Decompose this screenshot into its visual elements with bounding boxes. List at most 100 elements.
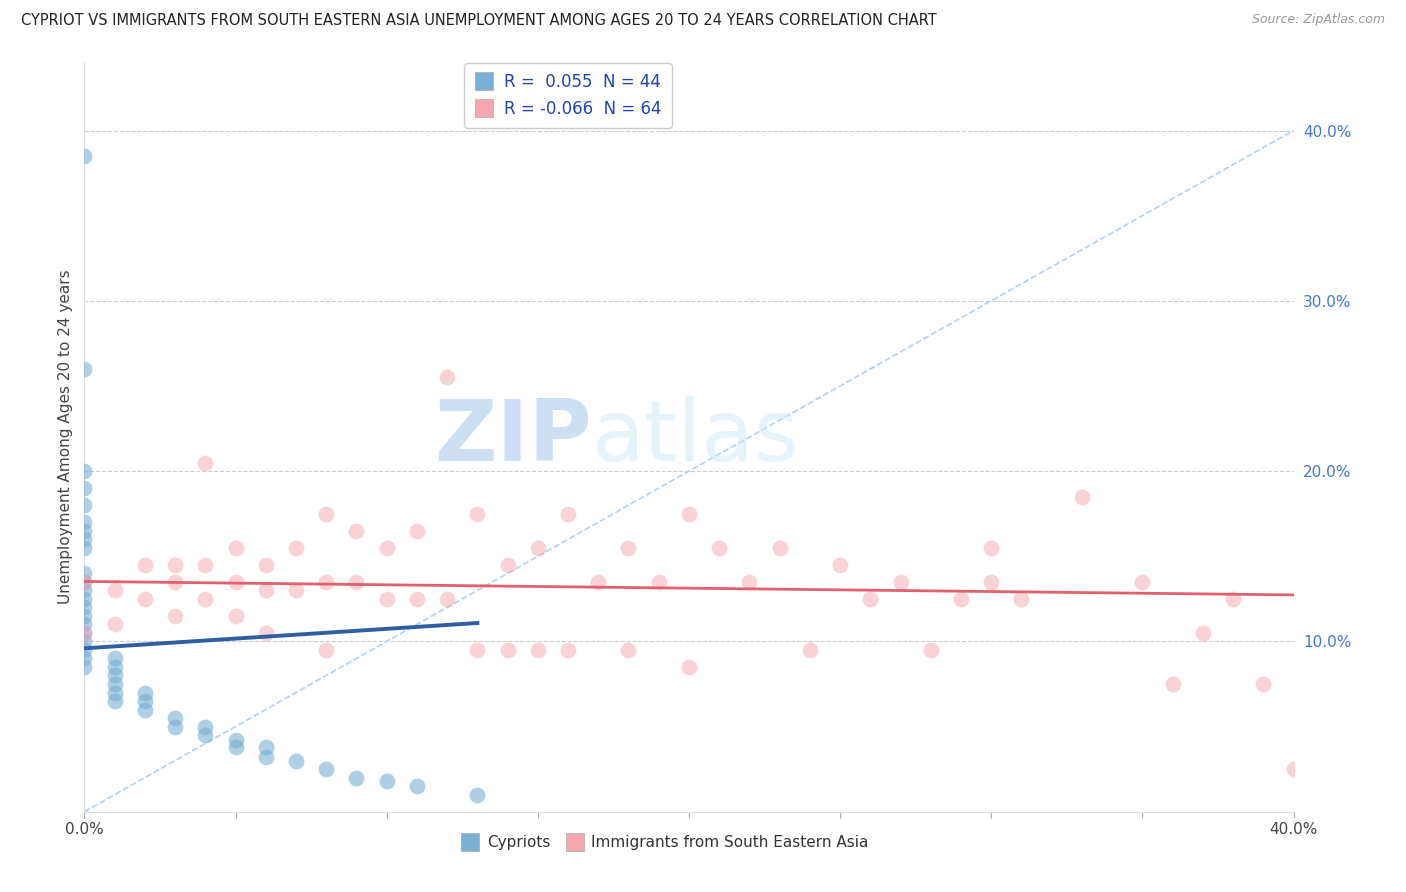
Point (617, 541, 640, 555)
Point (890, 574, 912, 589)
Point (375, 774, 398, 789)
Point (225, 733, 247, 747)
Point (73, 591, 96, 606)
Point (527, 643, 550, 657)
Point (406, 779, 429, 793)
Point (346, 771, 368, 785)
Text: atlas: atlas (592, 395, 800, 479)
Point (406, 524, 429, 538)
Point (527, 541, 550, 555)
Point (165, 711, 187, 725)
Point (73, 524, 96, 538)
Point (315, 574, 337, 589)
Point (73, 643, 96, 657)
Text: Source: ZipAtlas.com: Source: ZipAtlas.com (1251, 13, 1385, 27)
Point (254, 626, 277, 640)
Point (557, 643, 579, 657)
Point (799, 643, 821, 657)
Point (678, 660, 700, 674)
Point (134, 694, 156, 708)
Point (467, 643, 489, 657)
Point (73, 533, 96, 547)
Point (496, 558, 519, 572)
Point (496, 643, 519, 657)
Point (648, 574, 671, 589)
Point (254, 583, 277, 598)
Point (73, 574, 96, 589)
Y-axis label: Unemployment Among Ages 20 to 24 years: Unemployment Among Ages 20 to 24 years (58, 269, 73, 605)
Point (194, 720, 217, 734)
Point (315, 762, 337, 776)
Point (225, 541, 247, 555)
Point (406, 591, 429, 606)
Point (859, 591, 882, 606)
Point (738, 574, 761, 589)
Point (709, 541, 731, 555)
Point (73, 608, 96, 623)
Point (165, 608, 187, 623)
Point (557, 507, 579, 521)
Point (315, 643, 337, 657)
Point (920, 643, 942, 657)
Point (225, 608, 247, 623)
Point (285, 583, 308, 598)
Point (225, 574, 247, 589)
Point (73, 541, 96, 555)
Point (73, 566, 96, 581)
Point (194, 728, 217, 742)
Point (254, 558, 277, 572)
Point (73, 617, 96, 632)
Point (980, 541, 1002, 555)
Point (73, 574, 96, 589)
Point (73, 362, 96, 376)
Point (165, 574, 187, 589)
Legend: Cypriots, Immigrants from South Eastern Asia: Cypriots, Immigrants from South Eastern … (454, 830, 875, 856)
Point (285, 754, 308, 768)
Point (830, 558, 852, 572)
Point (73, 515, 96, 529)
Point (375, 541, 398, 555)
Point (678, 507, 700, 521)
Point (104, 651, 127, 665)
Point (1222, 591, 1244, 606)
Point (467, 507, 489, 521)
Point (104, 583, 127, 598)
Point (104, 694, 127, 708)
Point (346, 574, 368, 589)
Point (1071, 490, 1094, 504)
Point (73, 634, 96, 648)
Point (436, 591, 458, 606)
Point (1282, 762, 1305, 776)
Point (73, 626, 96, 640)
Point (617, 643, 640, 657)
Point (254, 739, 277, 754)
Point (104, 668, 127, 682)
Point (467, 788, 489, 802)
Point (225, 739, 247, 754)
Point (194, 456, 217, 470)
Point (104, 617, 127, 632)
Point (134, 558, 156, 572)
Point (73, 481, 96, 495)
Point (436, 370, 458, 384)
Point (194, 591, 217, 606)
Point (1011, 591, 1033, 606)
Point (346, 524, 368, 538)
Point (194, 558, 217, 572)
Point (375, 591, 398, 606)
Point (769, 541, 792, 555)
Point (134, 702, 156, 716)
Point (1192, 626, 1215, 640)
Point (104, 660, 127, 674)
Point (73, 464, 96, 478)
Point (73, 498, 96, 512)
Point (588, 574, 610, 589)
Point (73, 583, 96, 598)
Point (285, 541, 308, 555)
Point (104, 677, 127, 691)
Point (254, 750, 277, 764)
Point (73, 600, 96, 615)
Point (950, 591, 973, 606)
Text: ZIP: ZIP (434, 395, 592, 479)
Point (73, 149, 96, 163)
